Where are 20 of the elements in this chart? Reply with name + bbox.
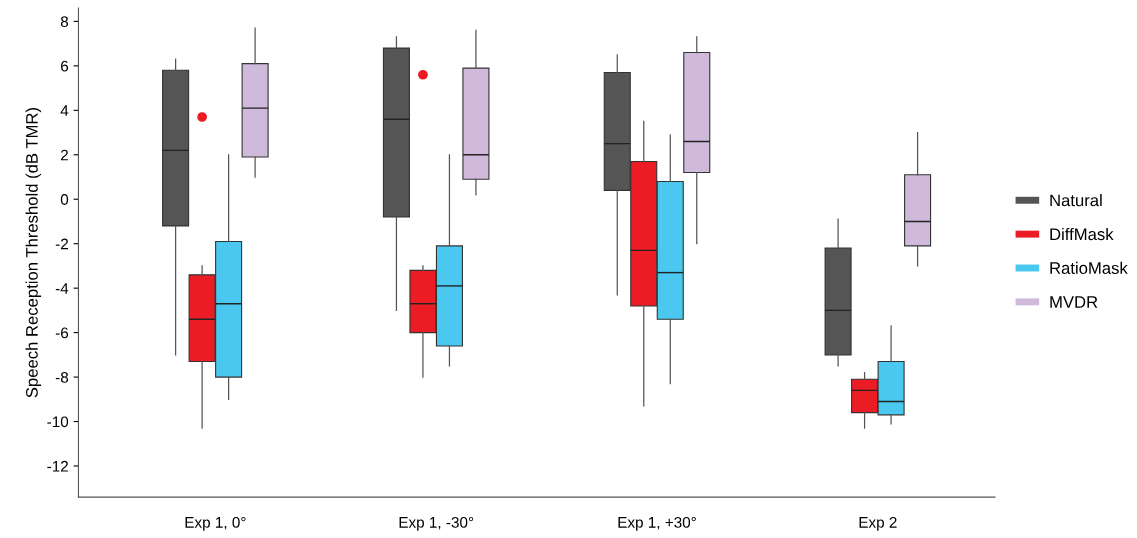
y-tick-label: -8 [55, 371, 69, 383]
legend-label: RatioMask [1050, 261, 1128, 274]
y-tick-label: -4 [55, 283, 69, 294]
legend-label: MVDR [1050, 296, 1098, 308]
y-tick-label: 4 [60, 105, 69, 116]
y-tick-label: 6 [61, 60, 69, 72]
y-tick-label: -6 [55, 327, 69, 339]
y-tick-label: 8 [60, 16, 69, 28]
y-tick-label: -10 [47, 416, 69, 428]
x-tick-label: Exp 1, +30° [618, 516, 696, 531]
x-tick-label: Exp 1, -30° [399, 516, 474, 531]
y-tick-label: -2 [55, 238, 68, 250]
y-tick-label: 2 [61, 149, 68, 161]
x-tick-label: Exp 1, 0° [185, 516, 246, 531]
y-axis-title: Speech Reception Threshold (dB TMR) [25, 108, 42, 398]
y-tick-label: -12 [47, 460, 68, 472]
legend-label: Natural [1050, 194, 1102, 207]
x-tick-label: Exp 2 [859, 516, 897, 531]
legend-label: DiffMask [1050, 227, 1114, 241]
y-tick-label: 0 [60, 194, 69, 205]
